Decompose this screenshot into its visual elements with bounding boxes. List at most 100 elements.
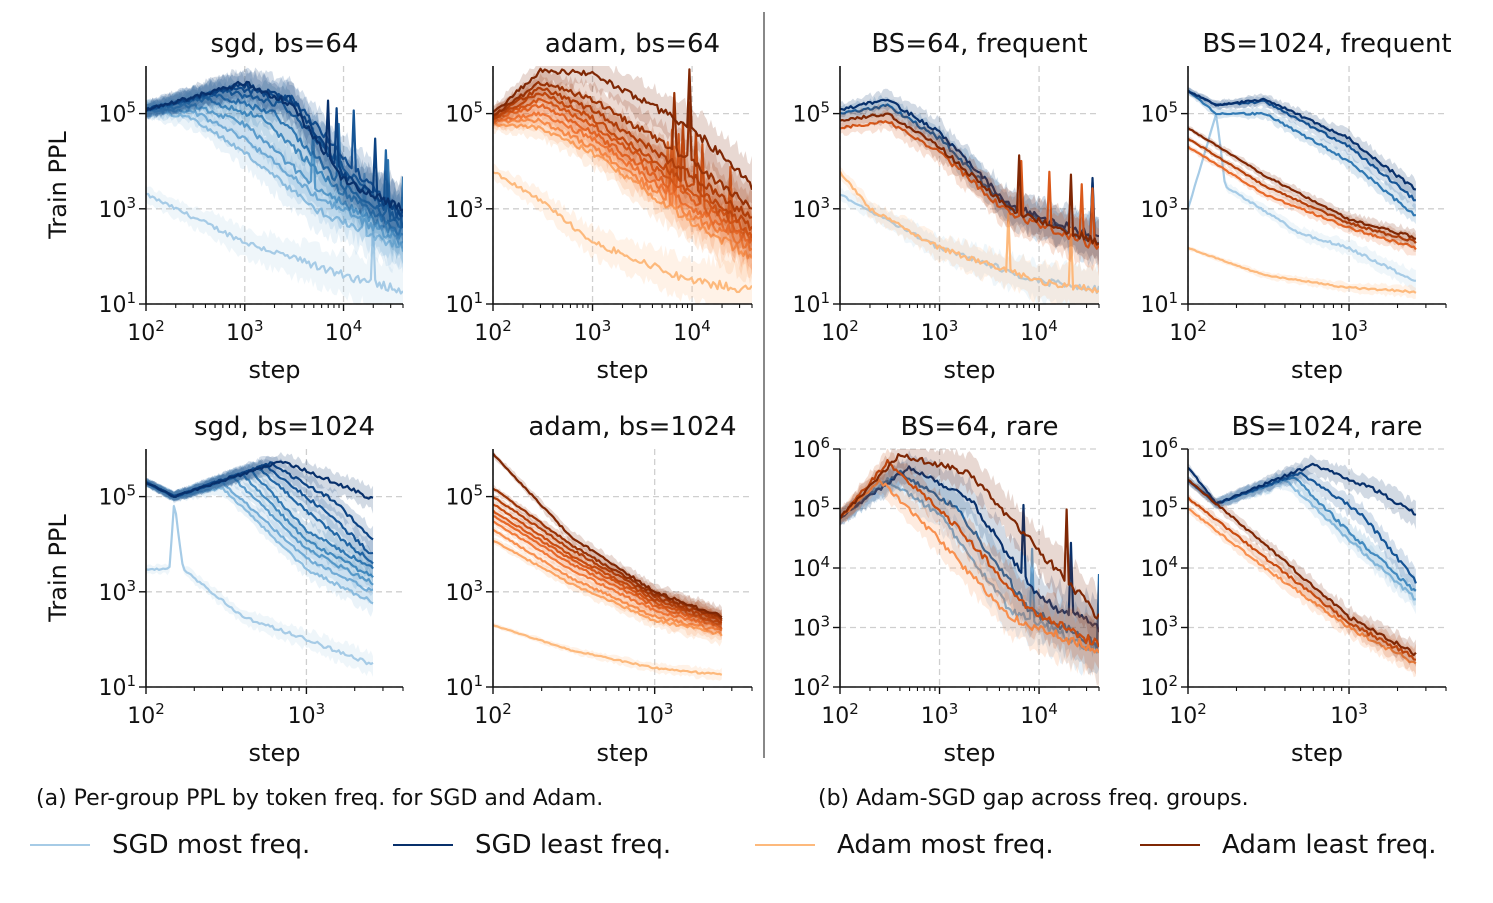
y-tick-label: 103 <box>98 194 136 223</box>
legend-swatch <box>393 844 453 846</box>
x-tick-label: 102 <box>821 700 859 729</box>
series-band <box>840 450 1099 658</box>
series-band <box>146 98 403 274</box>
caption-b: (b) Adam-SGD gap across freq. groups. <box>818 786 1249 811</box>
x-tick-label: 103 <box>1330 700 1368 729</box>
series-line <box>840 476 1099 654</box>
series-band <box>1188 143 1416 256</box>
y-tick-label: 104 <box>792 553 830 582</box>
y-tick-label: 103 <box>792 613 830 642</box>
subplot-a2: 102 103 104 101 103 105 adam, bs=64 step <box>445 29 753 384</box>
series-line <box>493 496 723 622</box>
series-line <box>493 103 752 241</box>
series-band <box>1188 125 1416 247</box>
series-group <box>146 452 374 677</box>
x-axis-label: step <box>944 356 996 384</box>
series-line <box>493 509 723 624</box>
series-band <box>146 91 403 266</box>
series-line <box>493 117 752 252</box>
y-tick-label: 101 <box>445 672 483 701</box>
series-band <box>146 501 374 677</box>
series-line <box>146 192 403 295</box>
legend-item-adam-most: Adam most freq. <box>755 830 1054 860</box>
series-group <box>1188 87 1417 300</box>
y-tick-label: 104 <box>1140 553 1178 582</box>
series-line <box>146 108 403 252</box>
series-line <box>840 453 1099 620</box>
legend-item-sgd-least: SGD least freq. <box>393 830 671 860</box>
series-line <box>493 503 722 624</box>
series-band <box>146 470 374 597</box>
y-tick-label: 105 <box>792 99 830 128</box>
series-line <box>840 112 1099 246</box>
series-band <box>493 622 722 681</box>
series-band <box>146 67 403 234</box>
series-band <box>493 68 752 236</box>
x-tick-label: 103 <box>636 700 674 729</box>
series-band <box>146 455 374 554</box>
y-tick-label: 103 <box>1140 613 1178 642</box>
series-line <box>146 103 403 240</box>
x-tick-label: 103 <box>1330 317 1368 346</box>
legend-swatch <box>755 844 815 846</box>
legend-swatch <box>30 844 90 846</box>
y-tick-label: 105 <box>1140 99 1178 128</box>
y-tick-label: 105 <box>98 482 136 511</box>
y-tick-label: 105 <box>1140 494 1178 523</box>
series-band <box>146 452 374 514</box>
series-line <box>493 520 723 630</box>
series-group <box>493 66 752 304</box>
series-band <box>1188 476 1416 667</box>
series-line <box>146 81 403 217</box>
subplot-title: BS=64, frequent <box>871 29 1087 59</box>
y-axis-label: Train PPL <box>44 514 72 623</box>
series-band <box>146 101 403 274</box>
series-line <box>840 478 1099 654</box>
series-line <box>840 193 1099 295</box>
series-line <box>493 97 752 239</box>
series-band <box>1188 463 1416 592</box>
x-tick-label: 102 <box>1169 700 1207 729</box>
series-line <box>493 171 752 294</box>
x-tick-label: 104 <box>1020 700 1058 729</box>
series-band <box>840 467 1099 686</box>
series-band <box>493 84 752 264</box>
x-tick-label: 102 <box>1169 317 1207 346</box>
y-tick-label: 101 <box>1140 289 1178 318</box>
series-line <box>1188 89 1417 191</box>
series-line <box>840 171 1099 294</box>
subplot-b2: 102 103 101 103 105 BS=1024, frequent step <box>1140 29 1451 384</box>
series-band <box>1188 136 1416 252</box>
x-tick-label: 103 <box>574 317 612 346</box>
series-line <box>493 86 752 219</box>
series-line <box>493 624 723 676</box>
series-line <box>493 539 723 637</box>
legend-label: Adam most freq. <box>837 830 1054 860</box>
series-line <box>493 528 723 632</box>
series-line <box>1188 246 1417 294</box>
x-tick-label: 102 <box>474 317 512 346</box>
series-line <box>146 460 374 500</box>
series-band <box>493 527 722 641</box>
y-tick-label: 103 <box>445 194 483 223</box>
y-tick-label: 101 <box>98 672 136 701</box>
series-group <box>840 88 1099 304</box>
series-line <box>493 80 752 210</box>
x-tick-label: 103 <box>921 317 959 346</box>
subplot-title: BS=1024, frequent <box>1202 29 1451 59</box>
series-group <box>493 450 723 681</box>
x-tick-label: 102 <box>127 700 165 729</box>
legend-label: SGD most freq. <box>112 830 311 860</box>
series-band <box>840 109 1099 277</box>
subplot-title: sgd, bs=1024 <box>194 412 375 442</box>
series-band <box>146 78 403 257</box>
series-line <box>493 515 722 626</box>
x-axis-label: step <box>944 739 996 767</box>
series-band <box>840 469 1099 686</box>
series-group <box>146 67 403 304</box>
series-line <box>1188 89 1417 217</box>
series-line <box>1188 507 1417 665</box>
subplot-title: adam, bs=64 <box>545 29 720 59</box>
legend-label: SGD least freq. <box>475 830 672 860</box>
